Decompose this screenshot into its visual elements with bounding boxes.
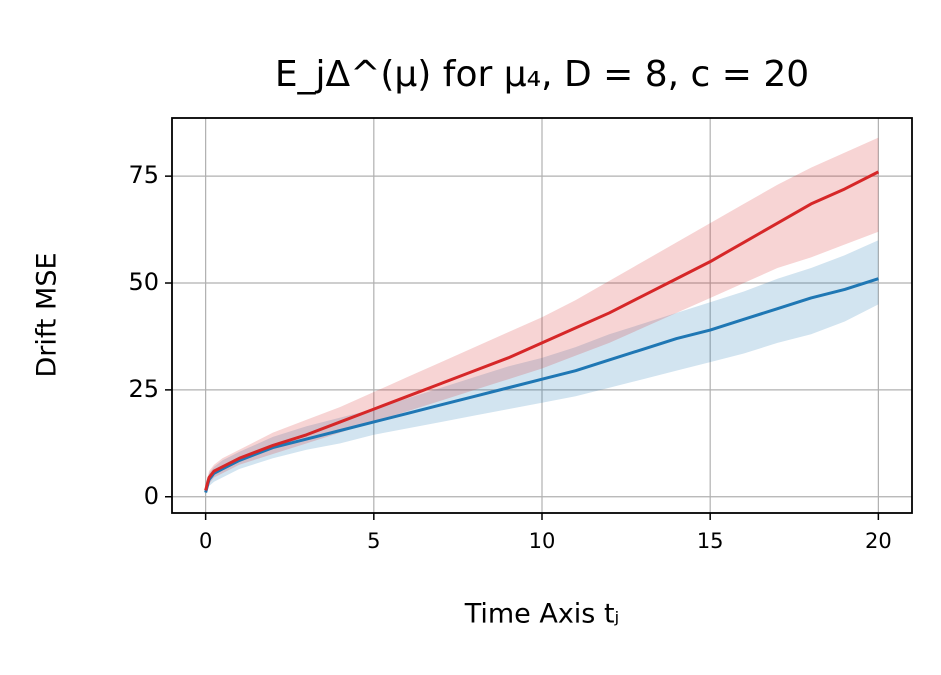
x-axis-label: Time Axis tⱼ — [464, 599, 620, 630]
y-tick-label: 50 — [128, 268, 159, 296]
series-line — [204, 170, 880, 491]
y-tick-label: 0 — [144, 482, 159, 510]
y-tick-label: 25 — [128, 375, 159, 403]
series-line — [204, 277, 879, 493]
plot-frame — [171, 117, 913, 514]
x-tick-label: 10 — [529, 529, 556, 553]
x-tick-label: 20 — [865, 529, 892, 553]
y-axis-label: Drift MSE — [32, 252, 63, 377]
confidence-band — [205, 137, 879, 493]
x-tick-label: 15 — [697, 529, 724, 553]
y-tick-label: 75 — [128, 161, 159, 189]
x-tick-label: 0 — [199, 529, 212, 553]
chart-title: E_jΔ^(μ) for μ₄, D = 8, c = 20 — [275, 54, 809, 95]
x-tick-label: 5 — [367, 529, 380, 553]
confidence-band — [205, 240, 879, 495]
